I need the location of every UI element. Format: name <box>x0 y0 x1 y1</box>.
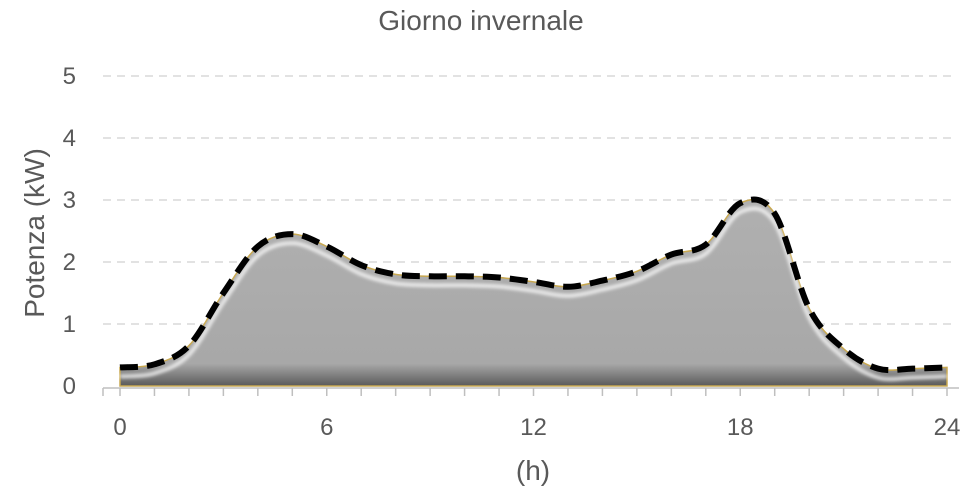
chart-title: Giorno invernale <box>378 5 583 36</box>
y-axis-label: Potenza (kW) <box>19 148 50 318</box>
y-tick-labels: 0 1 2 3 4 5 <box>63 63 76 400</box>
y-tick-label: 1 <box>63 311 76 338</box>
y-tick-label: 2 <box>63 249 76 276</box>
x-tick-label: 0 <box>113 414 126 441</box>
series-line <box>119 196 948 374</box>
y-tick-label: 4 <box>63 125 76 152</box>
y-tick-label: 3 <box>63 187 76 214</box>
x-axis-label: (h) <box>516 455 550 486</box>
x-tick-label: 18 <box>727 414 754 441</box>
x-tick-label: 6 <box>320 414 333 441</box>
y-tick-label: 0 <box>63 373 76 400</box>
x-tick-labels: 0 6 12 18 24 <box>113 414 960 441</box>
area-highlight <box>119 206 948 382</box>
y-tick-label: 5 <box>63 63 76 90</box>
x-tick-label: 12 <box>520 414 547 441</box>
plot-area <box>119 196 948 387</box>
x-tick-label: 24 <box>934 414 961 441</box>
x-axis <box>102 387 959 396</box>
